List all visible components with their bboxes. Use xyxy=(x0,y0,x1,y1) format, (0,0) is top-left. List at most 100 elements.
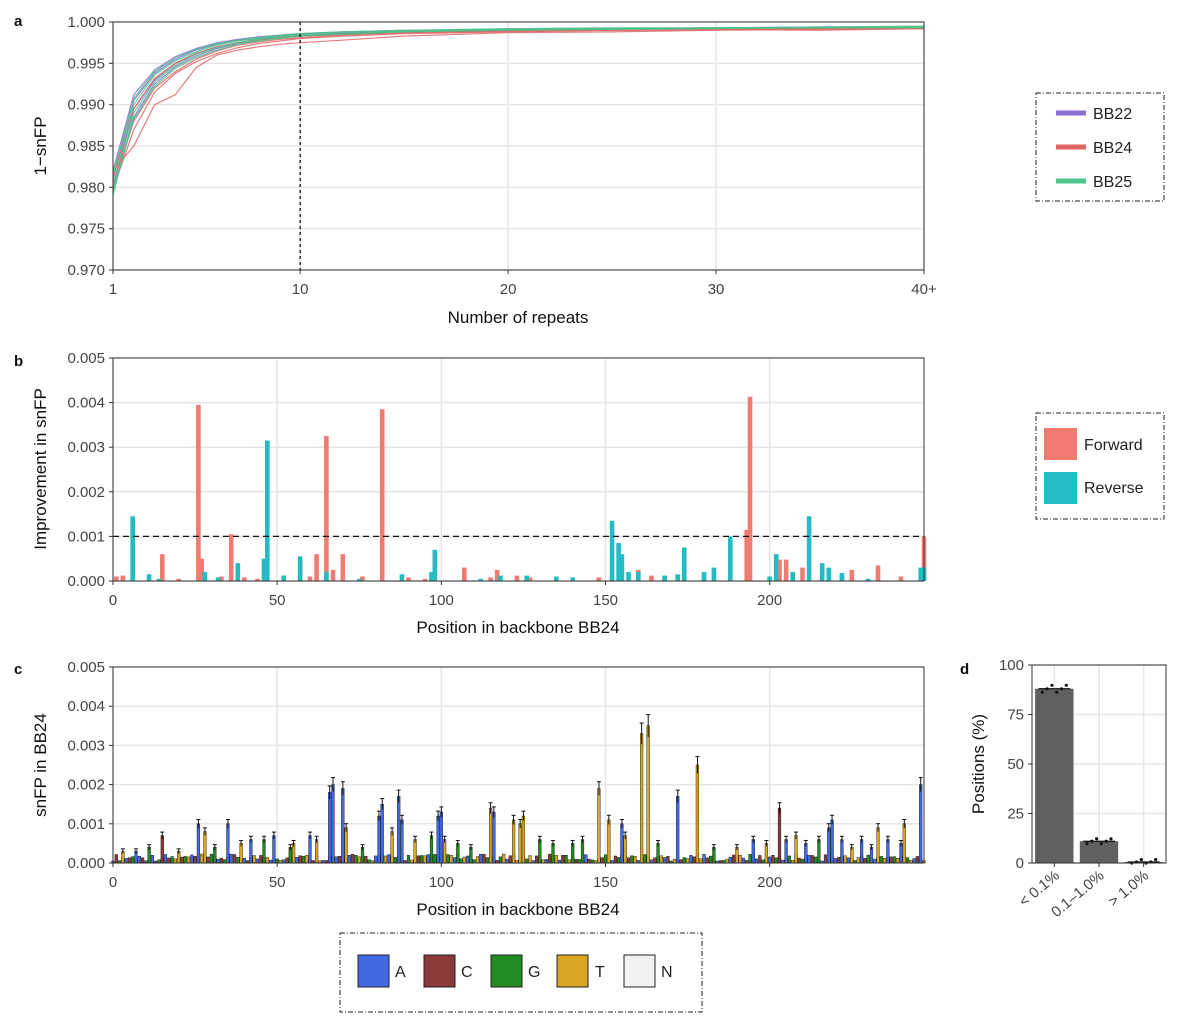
bar-t xyxy=(902,823,906,864)
legend-label-t: T xyxy=(595,964,605,981)
bar-t xyxy=(640,733,644,864)
bar-a xyxy=(873,858,877,864)
bar-reverse xyxy=(324,572,329,581)
bar-t xyxy=(173,858,177,864)
bar-a xyxy=(374,855,378,864)
sample-point xyxy=(1109,837,1113,841)
sample-point xyxy=(1154,858,1158,862)
bar-t xyxy=(528,855,532,864)
bar-forward xyxy=(330,569,336,581)
bar-g xyxy=(906,857,910,864)
panel-c-x-ticks: 0 50 100 150 200 xyxy=(109,863,782,891)
bar-reverse xyxy=(701,572,707,581)
legend-swatch-forward xyxy=(1044,428,1077,460)
bar-forward xyxy=(875,565,881,581)
bar-c xyxy=(863,858,867,864)
bar-forward xyxy=(219,576,224,581)
bar-g xyxy=(682,857,686,864)
bar-reverse xyxy=(619,554,625,581)
panel-d-y-tick-label: 50 xyxy=(1007,756,1024,773)
bar-t xyxy=(686,858,690,864)
bar-a xyxy=(751,839,755,864)
bar-forward xyxy=(340,554,346,581)
sample-point xyxy=(1064,683,1068,687)
bar-reverse xyxy=(918,567,923,581)
bar-g xyxy=(879,856,883,864)
bar-a xyxy=(163,854,168,864)
panel-c-y-tick-label: 0.001 xyxy=(67,816,105,833)
bar-g xyxy=(131,856,135,864)
bar-forward xyxy=(120,575,126,581)
bar-a xyxy=(387,854,391,864)
bar-c xyxy=(732,854,736,864)
bar-reverse xyxy=(215,577,221,581)
bar-category xyxy=(1035,688,1074,863)
bar-forward xyxy=(649,575,654,581)
bar-t xyxy=(265,857,269,864)
bar-g xyxy=(420,855,424,864)
bar-c xyxy=(259,855,263,864)
bar-a xyxy=(308,835,312,864)
bar-forward xyxy=(406,577,411,581)
panel-a-y-tick-label: 0.985 xyxy=(67,138,105,155)
panel-a-lines xyxy=(112,25,925,196)
bar-reverse xyxy=(839,573,845,581)
sample-point xyxy=(1099,842,1103,846)
panel-b-x-tick-label: 150 xyxy=(593,592,618,609)
bar-forward xyxy=(114,576,119,581)
bar-reverse xyxy=(156,578,162,581)
panel-b-legend: Forward Reverse xyxy=(1035,412,1165,520)
bar-reverse xyxy=(626,572,631,581)
bar-c xyxy=(692,856,696,864)
panel-d-x-tick-label: > 1.0% xyxy=(1105,867,1152,910)
bar-forward xyxy=(783,559,789,581)
bar-forward xyxy=(176,578,181,581)
bar-t xyxy=(449,855,453,864)
bar-a xyxy=(840,839,844,864)
legend-swatch-n xyxy=(623,954,656,988)
bar-reverse xyxy=(146,574,152,581)
bar-c xyxy=(285,857,289,864)
bar-t xyxy=(413,839,417,864)
bar-c xyxy=(587,858,591,864)
bar-forward xyxy=(747,396,753,581)
bar-g xyxy=(301,856,305,864)
bar-c xyxy=(193,856,197,864)
panel-c-x-axis-title: Position in backbone BB24 xyxy=(416,900,619,919)
legend-swatch-c xyxy=(423,954,456,988)
panel-b-frame xyxy=(112,357,925,582)
bar-t xyxy=(344,827,348,864)
bar-g xyxy=(814,856,818,864)
bar-c xyxy=(338,856,342,864)
bar-g xyxy=(525,858,529,864)
bar-a xyxy=(255,858,260,864)
bar-reverse xyxy=(767,576,772,581)
bar-g xyxy=(354,855,358,864)
bar-forward xyxy=(324,436,329,581)
sample-point xyxy=(1139,858,1143,862)
panel-c: 0.000 0.001 0.002 0.003 0.004 0.005 0 50 100 150… xyxy=(31,659,926,1013)
bar-c xyxy=(600,857,604,864)
bar-a xyxy=(150,855,154,864)
bar-g xyxy=(892,856,897,864)
legend-label-reverse: Reverse xyxy=(1084,480,1144,497)
bar-g xyxy=(787,855,791,864)
sample-point xyxy=(1050,683,1054,687)
bar-a xyxy=(886,839,890,864)
panel-c-y-tick-label: 0.000 xyxy=(67,855,105,872)
bar-t xyxy=(357,856,361,864)
sample-point xyxy=(1095,837,1099,841)
bar-a xyxy=(689,855,693,864)
panel-c-frame xyxy=(112,666,925,864)
series-line-bb24 xyxy=(112,28,925,172)
bar-a xyxy=(830,819,834,864)
panel-a-y-ticks: 0.970 0.975 0.980 0.985 0.990 0.995 1.000 xyxy=(67,14,113,279)
bar-g xyxy=(709,855,713,864)
bar-c xyxy=(416,855,420,864)
panel-b-y-tick-label: 0.000 xyxy=(67,573,105,590)
bar-forward xyxy=(777,559,782,581)
bar-a xyxy=(452,857,457,864)
bar-g xyxy=(406,855,411,864)
panel-c-y-ticks: 0.000 0.001 0.002 0.003 0.004 0.005 xyxy=(67,659,113,872)
